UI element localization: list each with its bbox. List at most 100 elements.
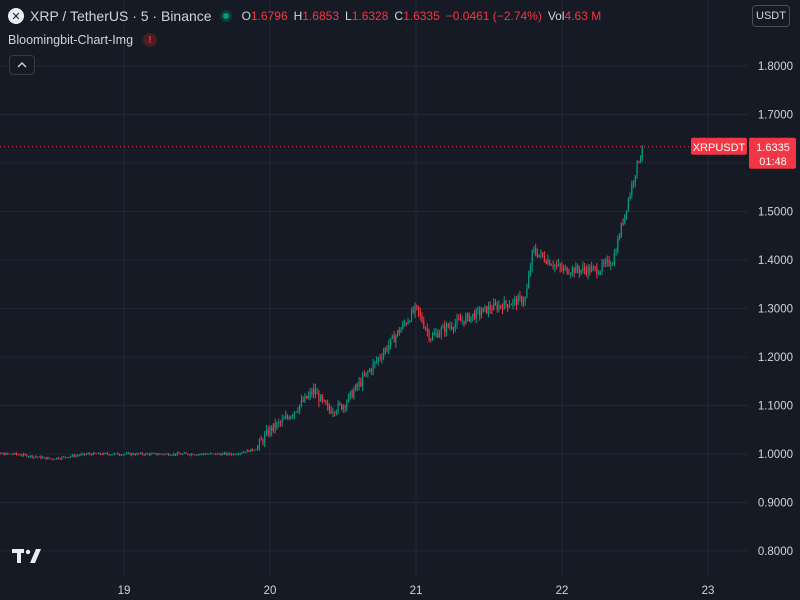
- candle-body: [237, 454, 240, 455]
- candle-body: [71, 455, 74, 457]
- candle-body: [31, 455, 33, 458]
- candle-body: [447, 324, 449, 327]
- candle-body: [342, 405, 344, 410]
- candle-body: [103, 453, 105, 455]
- candle-body: [561, 267, 563, 270]
- candle-body: [57, 457, 60, 459]
- candle-body: [400, 328, 402, 333]
- collapse-legend-button[interactable]: [9, 55, 35, 75]
- candle-body: [386, 348, 388, 350]
- candle-body: [557, 264, 559, 266]
- candle-body: [444, 325, 446, 332]
- candle-body: [19, 454, 21, 456]
- tradingview-logo-icon[interactable]: [12, 548, 42, 569]
- candle-body: [8, 453, 11, 455]
- candle-body: [603, 262, 605, 264]
- candle-body: [162, 454, 164, 455]
- candle-body: [160, 453, 163, 455]
- candle-body: [327, 404, 329, 407]
- candle-body: [108, 454, 110, 455]
- candle-body: [592, 266, 594, 268]
- candle-body: [358, 381, 360, 387]
- candle-body: [594, 266, 596, 268]
- candle-body: [389, 338, 392, 345]
- candle-body: [552, 265, 554, 267]
- candle-body: [213, 453, 215, 455]
- candle-body: [178, 452, 180, 454]
- candle-body: [323, 399, 325, 401]
- candle-body: [139, 452, 142, 454]
- candle-body: [584, 267, 586, 270]
- candle-body: [56, 457, 58, 460]
- candle-body: [543, 256, 546, 261]
- candle-body: [568, 273, 570, 275]
- xrp-logo-icon: ✕: [8, 8, 24, 24]
- candle-body: [141, 452, 143, 455]
- candle-body: [134, 454, 136, 456]
- candle-body: [29, 455, 32, 457]
- candle-body: [10, 453, 12, 455]
- candle-body: [21, 455, 23, 457]
- candle-body: [244, 451, 247, 453]
- candle-body: [299, 404, 301, 411]
- candle-body: [106, 453, 108, 455]
- candle-body: [519, 296, 521, 298]
- candle-body: [194, 454, 196, 456]
- candle-body: [188, 454, 191, 456]
- candle-body: [536, 253, 539, 257]
- candle-body: [40, 456, 42, 459]
- candle-body: [449, 326, 451, 328]
- candle-body: [318, 393, 320, 402]
- candle-body: [110, 454, 112, 456]
- time-tick-label: 20: [264, 585, 277, 597]
- ohlc-low: L1.6328: [345, 9, 389, 23]
- candle-body: [522, 301, 525, 304]
- candle-body: [309, 391, 311, 396]
- candle-body: [433, 333, 435, 335]
- candle-body: [341, 404, 343, 410]
- candle-body: [573, 268, 575, 274]
- warning-icon[interactable]: !: [143, 33, 158, 47]
- candle-body: [360, 381, 362, 386]
- candle-body: [489, 306, 491, 310]
- candle-body: [337, 403, 339, 412]
- candle-body: [215, 453, 217, 455]
- candle-body: [596, 267, 598, 275]
- indicator-legend[interactable]: Bloomingbit-Chart-Img !: [8, 33, 158, 47]
- candle-body: [587, 266, 589, 275]
- candle-body: [171, 454, 173, 456]
- candle-body: [304, 395, 306, 402]
- candle-body: [431, 334, 434, 340]
- candle-body: [7, 453, 9, 454]
- price-tick-label: 1.8000: [758, 61, 793, 73]
- candle-body: [250, 449, 252, 452]
- symbol-tag-bg: [691, 137, 747, 155]
- candle-body: [566, 267, 568, 274]
- candle-body: [356, 384, 358, 387]
- candle-body: [473, 313, 476, 320]
- candle-body: [87, 453, 89, 455]
- candle-body: [615, 252, 617, 255]
- candle-body: [498, 305, 500, 310]
- candle-body: [22, 454, 25, 456]
- candle-body: [393, 335, 395, 343]
- candle-body: [407, 321, 409, 324]
- candle-body: [64, 456, 67, 458]
- candle-body: [531, 250, 533, 268]
- currency-button[interactable]: USDT: [752, 5, 790, 27]
- ohlc-close: C1.6335: [394, 9, 440, 23]
- candle-body: [313, 388, 315, 395]
- symbol-title[interactable]: XRP / TetherUS · 5 · Binance: [30, 8, 212, 24]
- candle-body: [276, 422, 278, 429]
- candle-body: [230, 454, 233, 455]
- candle-body: [379, 357, 381, 359]
- candle-body: [232, 453, 234, 455]
- candle-body: [517, 296, 519, 305]
- candle-body: [459, 319, 462, 322]
- time-tick-label: 22: [556, 585, 569, 597]
- candle-body: [129, 452, 131, 455]
- candle-body: [549, 260, 551, 266]
- ohlc-high: H1.6853: [293, 9, 339, 23]
- candle-body: [159, 453, 161, 455]
